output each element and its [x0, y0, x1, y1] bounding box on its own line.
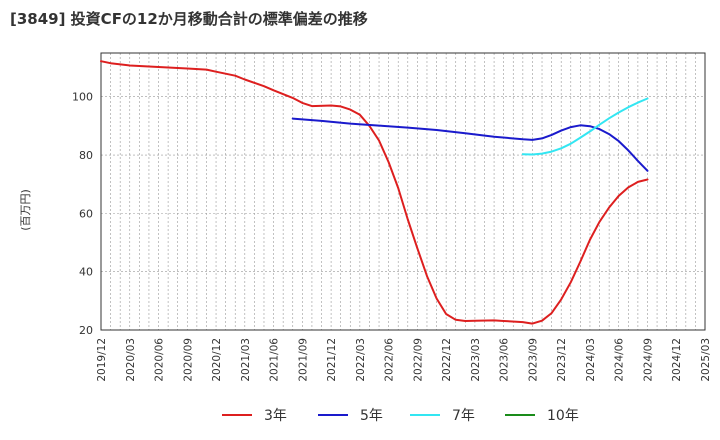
legend-swatch-10y: [505, 414, 535, 416]
y-tick-label: 60: [79, 207, 93, 220]
y-axis-ticks: 20 40 60 80 100: [72, 91, 93, 337]
series-line-0: [100, 60, 649, 325]
legend-swatch-5y: [318, 414, 348, 416]
x-tick-label: 2019/12: [96, 338, 108, 382]
legend-item-7y: 7年: [410, 405, 475, 425]
y-tick-label: 100: [72, 91, 93, 104]
x-tick-label: 2023/03: [470, 338, 482, 382]
x-tick-label: 2024/03: [585, 338, 597, 382]
x-tick-label: 2023/12: [556, 338, 568, 382]
x-tick-label: 2020/06: [154, 338, 166, 382]
x-tick-label: 2022/09: [412, 338, 424, 382]
x-tick-label: 2022/12: [441, 338, 453, 382]
x-tick-label: 2021/06: [269, 338, 281, 382]
y-tick-label: 80: [79, 149, 93, 162]
x-tick-label: 2021/12: [326, 338, 338, 382]
legend-item-10y: 10年: [505, 405, 579, 425]
legend-swatch-7y: [410, 414, 440, 416]
legend: 3年 5年 7年 10年: [0, 405, 720, 427]
series-line-1: [291, 117, 649, 172]
grid-lines: [101, 53, 705, 331]
x-tick-label: 2020/12: [211, 338, 223, 382]
x-tick-label: 2021/03: [240, 338, 252, 382]
series-lines: [100, 60, 649, 325]
chart-title: [3849] 投資CFの12か月移動合計の標準偏差の推移: [10, 10, 368, 28]
x-tick-label: 2023/06: [499, 338, 511, 382]
x-tick-label: 2022/06: [384, 338, 396, 382]
legend-item-5y: 5年: [318, 405, 383, 425]
x-tick-label: 2025/03: [700, 338, 712, 382]
x-tick-label: 2024/09: [642, 338, 654, 382]
x-tick-label: 2020/03: [125, 338, 137, 382]
legend-swatch-3y: [222, 414, 252, 416]
legend-label-10y: 10年: [547, 408, 579, 424]
x-tick-label: 2022/03: [355, 338, 367, 382]
x-tick-label: 2020/09: [182, 338, 194, 382]
y-tick-label: 20: [79, 324, 93, 337]
legend-label-3y: 3年: [264, 408, 287, 424]
x-tick-label: 2024/06: [614, 338, 626, 382]
y-axis-label: (百万円): [18, 189, 32, 231]
y-tick-label: 40: [79, 266, 93, 279]
legend-label-5y: 5年: [360, 408, 383, 424]
x-tick-label: 2024/12: [671, 338, 683, 382]
x-axis-ticks: 2019/12 2020/03 2020/06 2020/09 2020/12 2021/…: [96, 338, 712, 382]
legend-item-3y: 3年: [222, 405, 287, 425]
legend-label-7y: 7年: [452, 408, 475, 424]
x-tick-label: 2021/09: [297, 338, 309, 382]
chart-svg: 20 40 60 80 100 2019/12 2020/03 2020/06 2020/09…: [72, 52, 712, 382]
x-tick-label: 2023/09: [527, 338, 539, 382]
series-line-2: [521, 97, 649, 156]
plot-frame: [100, 52, 706, 331]
